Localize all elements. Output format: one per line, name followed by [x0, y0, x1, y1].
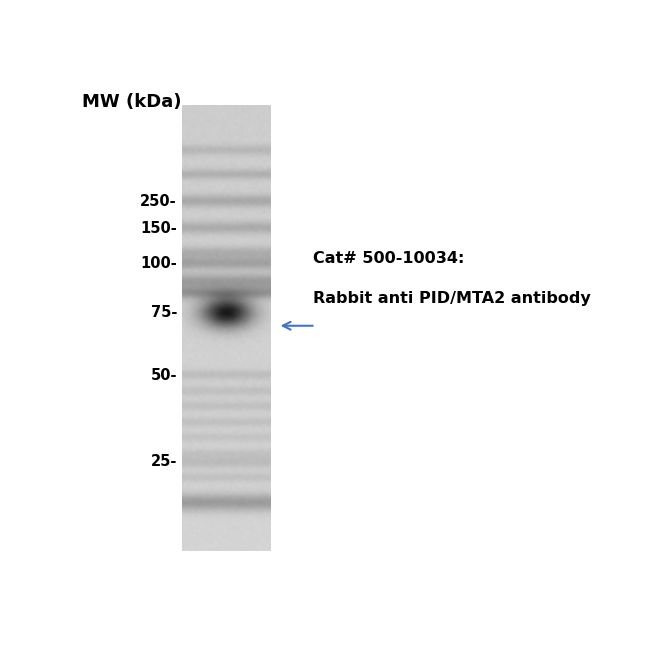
Text: Rabbit anti PID/MTA2 antibody: Rabbit anti PID/MTA2 antibody [313, 291, 591, 306]
Text: 150-: 150- [140, 220, 177, 235]
Text: 250-: 250- [140, 194, 177, 209]
Text: 25-: 25- [151, 454, 177, 469]
Text: 50-: 50- [150, 367, 177, 382]
Text: 100-: 100- [140, 256, 177, 271]
Text: 75-: 75- [151, 305, 177, 320]
Text: Cat# 500-10034:: Cat# 500-10034: [313, 251, 464, 266]
Text: MW (kDa): MW (kDa) [82, 93, 181, 111]
